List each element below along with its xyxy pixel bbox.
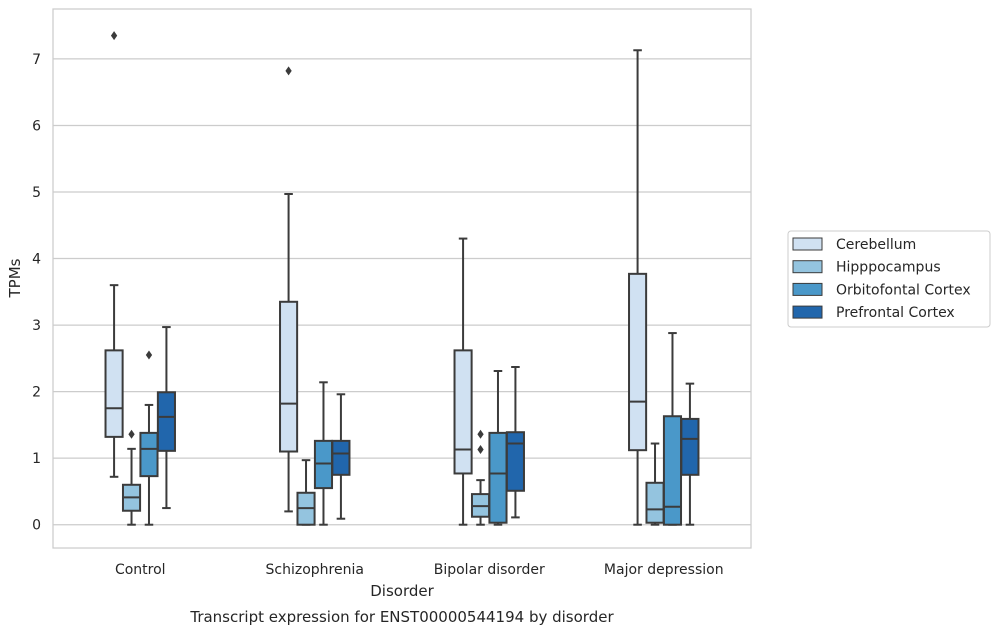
legend: Cerebellum Hipppocampus Orbitofontal Corte… (787, 230, 991, 328)
box-iqr (488, 431, 508, 524)
y-tick-label: 0 (32, 518, 41, 534)
legend-item: Cerebellum (792, 237, 916, 253)
box-iqr (505, 431, 525, 492)
x-tick-label: Bipolar disorder (434, 562, 545, 578)
box-iqr (645, 481, 665, 524)
y-axis-label: TPMs (6, 258, 24, 298)
box-prefrontal-cortex (505, 366, 525, 519)
y-tick-label: 6 (32, 118, 41, 134)
y-tick-label: 7 (32, 52, 41, 68)
legend-item: Prefrontal Cortex (792, 305, 955, 321)
box-hipppocampus (645, 442, 665, 526)
outlier-point (128, 429, 135, 439)
box-iqr (104, 349, 124, 438)
outlier-point (145, 350, 153, 360)
outlier-point (110, 31, 118, 41)
y-tick-labels: 0 1 2 3 4 5 6 7 (32, 52, 41, 534)
box-orbitofontal-cortex (139, 350, 159, 526)
x-axis-label: Disorder (370, 582, 434, 600)
outlier-point (477, 429, 484, 439)
box-iqr (331, 439, 351, 476)
box-orbitofontal-cortex (488, 369, 508, 526)
legend-swatch (792, 237, 823, 251)
box-cerebellum (279, 66, 299, 513)
chart-title: Transcript expression for ENST0000054419… (189, 608, 614, 626)
x-tick-label: Control (115, 562, 166, 578)
box-cerebellum (628, 49, 648, 526)
box-prefrontal-cortex (331, 393, 351, 520)
box-cerebellum (104, 31, 124, 478)
box-iqr (628, 272, 648, 452)
box-prefrontal-cortex (680, 382, 700, 526)
box-iqr (453, 349, 473, 475)
y-tick-label: 4 (32, 252, 41, 268)
y-tick-label: 2 (32, 385, 41, 401)
legend-label: Prefrontal Cortex (836, 305, 955, 321)
box-iqr (662, 415, 683, 526)
legend-item: Hipppocampus (792, 260, 941, 276)
legend-swatch (792, 282, 823, 296)
outlier-point (477, 445, 484, 455)
legend-item: Orbitofontal Cortex (792, 282, 971, 298)
legend-label: Hipppocampus (836, 260, 941, 276)
outlier-point (285, 66, 292, 76)
legend-frame (787, 230, 991, 328)
legend-swatch (792, 305, 823, 319)
legend-swatch (792, 260, 823, 274)
plot-frame (52, 8, 752, 549)
legend-label: Orbitofontal Cortex (836, 282, 971, 298)
box-prefrontal-cortex (156, 326, 176, 510)
y-tick-label: 3 (32, 318, 41, 334)
box-iqr (680, 417, 700, 476)
legend-label: Cerebellum (836, 237, 916, 253)
box-orbitofontal-cortex (313, 381, 334, 526)
x-tick-label: Schizophrenia (266, 562, 364, 578)
box-iqr (279, 300, 299, 453)
box-groups (104, 31, 700, 526)
box-iqr (156, 391, 176, 452)
x-tick-labels: Control Schizophrenia Bipolar disorder Majo… (115, 562, 724, 578)
box-cerebellum (453, 237, 473, 526)
x-tick-label: Major depression (604, 562, 724, 578)
box-hipppocampus (296, 459, 316, 526)
y-tick-label: 1 (32, 451, 41, 467)
box-hipppocampus (470, 429, 491, 526)
box-hipppocampus (121, 429, 142, 526)
box-iqr (139, 431, 159, 478)
y-tick-label: 5 (32, 185, 41, 201)
